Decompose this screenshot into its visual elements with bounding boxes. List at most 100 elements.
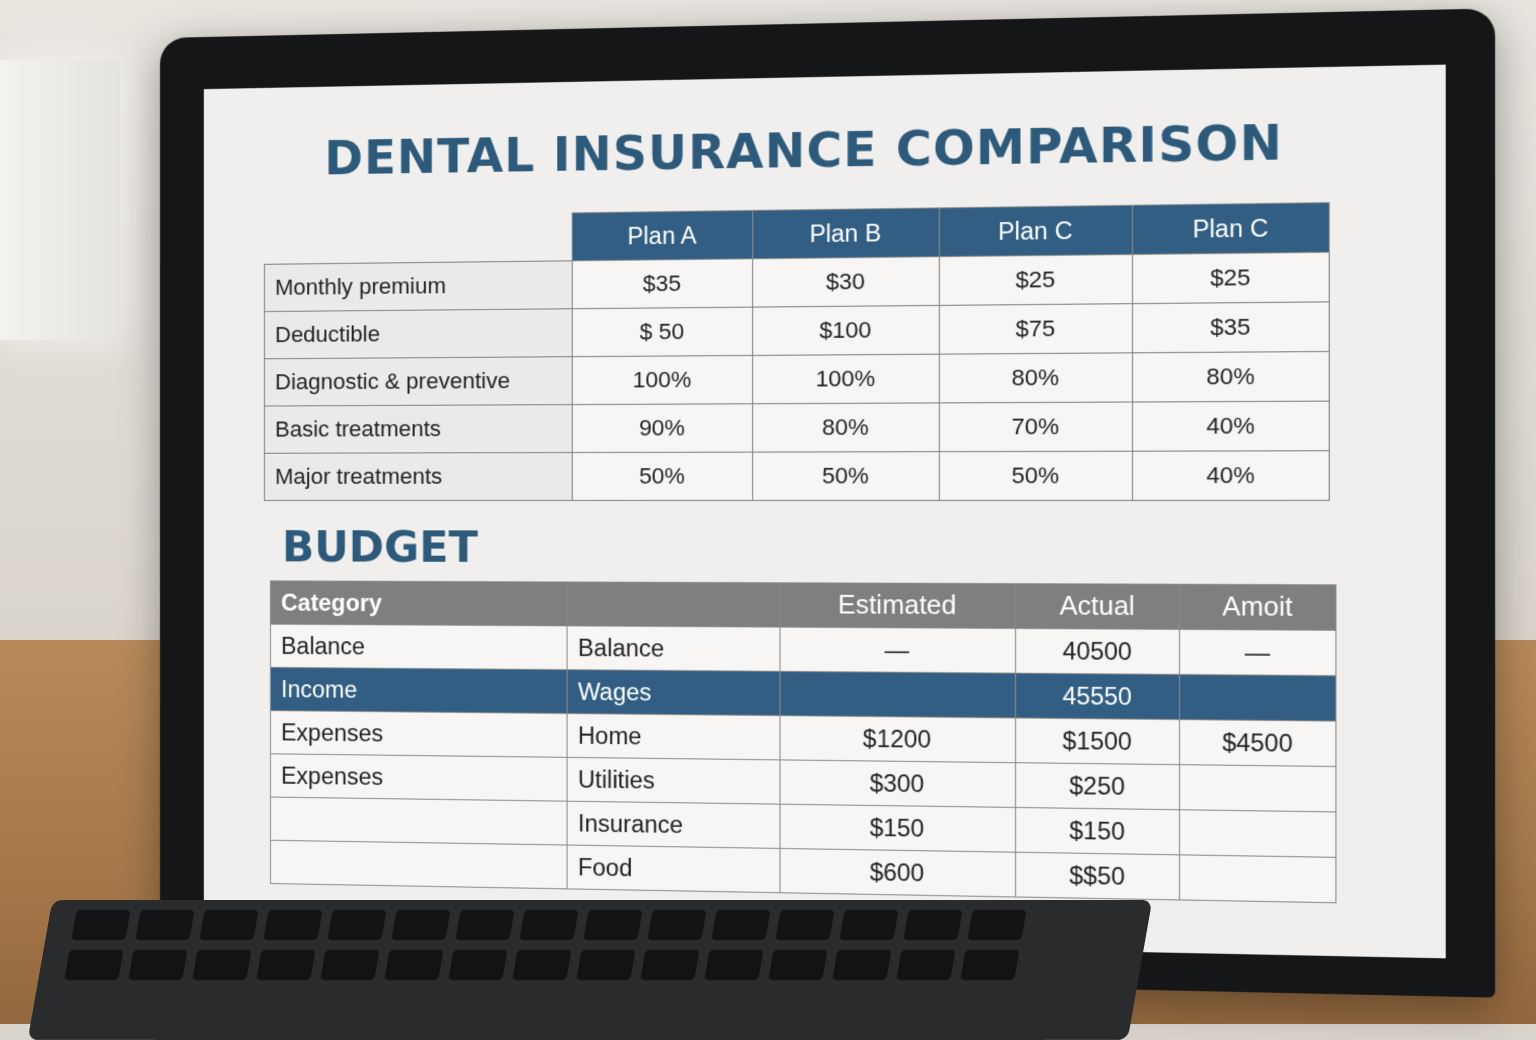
table-cell[interactable]: $25 [939,254,1132,305]
subcategory-cell[interactable]: Wages [567,670,780,716]
keyboard-key[interactable] [896,950,955,980]
keyboard-key[interactable] [768,950,827,980]
table-cell[interactable]: $25 [1132,252,1329,303]
subcategory-cell[interactable]: Food [567,845,780,893]
estimated-cell[interactable]: — [780,627,1015,673]
actual-cell[interactable]: $150 [1015,807,1179,854]
actual-cell[interactable]: $250 [1015,763,1179,810]
keyboard-key[interactable] [263,910,322,940]
amount-cell[interactable] [1179,855,1335,903]
amount-cell[interactable] [1179,674,1335,721]
category-label[interactable]: Expenses [270,754,567,801]
subcategory-cell[interactable]: Insurance [567,801,780,848]
keyboard-key[interactable] [647,910,706,940]
keyboard-key[interactable] [832,950,891,980]
row-label[interactable]: Major treatments [264,453,572,501]
table-cell[interactable]: $75 [939,304,1132,355]
keyboard-key[interactable] [448,950,507,980]
key-row [45,900,1152,940]
keyboard-key[interactable] [839,910,898,940]
table-cell[interactable]: 50% [752,452,939,501]
actual-cell[interactable]: 40500 [1015,628,1179,674]
keyboard-key[interactable] [391,910,450,940]
plan-header[interactable]: Plan C [1132,203,1329,255]
keyboard-key[interactable] [64,950,123,980]
plan-header[interactable]: Plan B [752,208,939,259]
estimated-cell[interactable]: $150 [780,804,1015,852]
table-row: Major treatments 50% 50% 50% 40% [264,451,1329,501]
table-row: Basic treatments 90% 80% 70% 40% [264,401,1329,453]
plan-header[interactable]: Plan A [572,210,752,260]
category-label[interactable]: Income [270,667,567,713]
table-cell[interactable]: 100% [752,354,939,404]
keyboard-key[interactable] [967,910,1026,940]
table-cell[interactable]: 50% [572,452,752,500]
plan-header[interactable]: Plan C [939,205,1132,256]
keyboard-key[interactable] [640,950,699,980]
keyboard-key[interactable] [775,910,834,940]
category-label[interactable]: Balance [270,624,567,670]
actual-cell[interactable]: $$50 [1015,852,1179,900]
keyboard-key[interactable] [199,910,258,940]
table-cell[interactable]: 50% [939,451,1132,500]
keyboard-key[interactable] [903,910,962,940]
keyboard-key[interactable] [128,950,187,980]
estimated-cell[interactable]: $300 [780,760,1015,808]
keyboard-key[interactable] [512,950,571,980]
keyboard-key[interactable] [320,950,379,980]
amount-cell[interactable]: — [1179,629,1335,675]
subcategory-cell[interactable]: Utilities [567,757,780,804]
keyboard-key[interactable] [256,950,315,980]
keyboard-key[interactable] [704,950,763,980]
subcategory-header[interactable] [567,582,780,627]
actual-cell[interactable]: $1500 [1015,718,1179,765]
amount-cell[interactable]: $4500 [1179,720,1335,767]
actual-header[interactable]: Actual [1015,584,1179,630]
table-cell[interactable]: 80% [939,353,1132,403]
row-label[interactable]: Deductible [264,309,572,359]
table-cell[interactable]: 80% [1132,351,1329,402]
table-cell[interactable]: $35 [1132,302,1329,353]
table-cell[interactable]: $100 [752,305,939,355]
keyboard-key[interactable] [327,910,386,940]
table-cell[interactable]: 40% [1132,451,1329,501]
keyboard-key[interactable] [135,910,194,940]
keyboard-key[interactable] [192,950,251,980]
category-label[interactable]: Expenses [270,711,567,758]
table-cell[interactable]: 70% [939,402,1132,452]
table-cell[interactable]: $30 [752,257,939,307]
table-cell[interactable]: 80% [752,403,939,452]
amount-header[interactable]: Amoit [1179,584,1335,630]
keyboard-key[interactable] [71,910,130,940]
actual-cell[interactable]: 45550 [1015,673,1179,719]
category-label-empty[interactable] [270,797,567,845]
amount-cell[interactable] [1179,810,1335,858]
keyboard-key[interactable] [576,950,635,980]
keyboard-key[interactable] [455,910,514,940]
row-label[interactable]: Monthly premium [264,261,572,312]
estimated-cell[interactable] [780,671,1015,718]
table-cell[interactable]: $35 [572,259,752,309]
amount-cell[interactable] [1179,765,1335,812]
category-label-empty[interactable] [270,840,567,889]
subcategory-cell[interactable]: Balance [567,626,780,671]
table-cell[interactable]: $ 50 [572,307,752,357]
estimated-cell[interactable]: $1200 [780,716,1015,763]
keyboard-key[interactable] [711,910,770,940]
subcategory-cell[interactable]: Home [567,714,780,760]
table-cell[interactable]: 40% [1132,401,1329,451]
budget-table: Category Estimated Actual Amoit Balance … [270,580,1336,903]
keyboard-key[interactable] [384,950,443,980]
estimated-cell[interactable]: $600 [780,848,1015,897]
keyboard-key[interactable] [960,950,1019,980]
budget-header-row: Category Estimated Actual Amoit [270,581,1335,630]
keyboard-key[interactable] [583,910,642,940]
table-cell[interactable]: 90% [572,404,752,453]
row-label[interactable]: Diagnostic & preventive [264,357,572,406]
table-row: Deductible $ 50 $100 $75 $35 [264,302,1329,359]
category-header[interactable]: Category [270,581,567,626]
table-cell[interactable]: 100% [572,355,752,404]
estimated-header[interactable]: Estimated [780,583,1015,629]
row-label[interactable]: Basic treatments [264,405,572,454]
keyboard-key[interactable] [519,910,578,940]
